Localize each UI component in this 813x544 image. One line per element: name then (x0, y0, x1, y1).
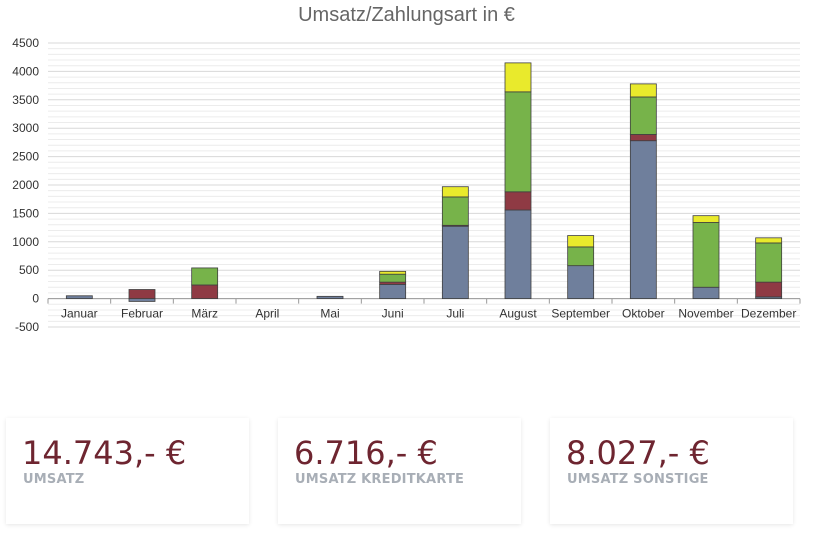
bar-segment (504, 209, 532, 300)
revenue-chart: Umsatz/Zahlungsart in € 4500 4000 3500 3000… (12, 4, 801, 334)
card-umsatz-kreditkarte: 6.716,- € UMSATZ KREDITKARTE (278, 418, 521, 524)
x-tick-label: Juni (382, 307, 404, 321)
bar-segment (504, 62, 532, 93)
y-tick-label: 3500 (12, 93, 39, 107)
x-tick-label: April (255, 307, 279, 321)
y-tick-label: 3000 (12, 121, 39, 135)
bar-segment (128, 298, 156, 302)
bar-segment (629, 83, 657, 98)
bar-segment (379, 273, 407, 283)
y-tick-label: 4500 (12, 36, 39, 50)
y-tick-label: 500 (19, 263, 39, 277)
bar-segment (441, 196, 469, 226)
x-tick-label: Oktober (622, 307, 665, 321)
x-tick-label: September (551, 307, 610, 321)
bar-segment (629, 96, 657, 135)
x-tick-label: November (678, 307, 733, 321)
bar-segment (692, 286, 720, 299)
y-tick-label: 0 (32, 292, 39, 306)
chart-title: Umsatz/Zahlungsart in € (298, 4, 515, 26)
bar-segment (692, 215, 720, 223)
x-tick-label: März (191, 307, 218, 321)
bar-segment (65, 295, 93, 300)
y-tick-label: 1000 (12, 235, 39, 249)
x-tick-label: Mai (320, 307, 339, 321)
x-tick-label: Januar (61, 307, 98, 321)
card-value: 8.027,- € (566, 434, 710, 472)
x-tick-label: Februar (121, 307, 163, 321)
bar-segment (567, 265, 595, 300)
bar-segment (567, 246, 595, 267)
bar-segment (441, 186, 469, 198)
x-tick-label: August (499, 307, 537, 321)
card-value: 14.743,- € (22, 434, 187, 472)
bar-segment (379, 270, 407, 275)
bar-segment (755, 242, 783, 283)
bar-segment (191, 284, 219, 299)
bar-segment (629, 140, 657, 300)
bar-segment (316, 295, 344, 300)
bar-segment (128, 289, 156, 299)
bar-segment (504, 191, 532, 211)
bar-segment (504, 91, 532, 193)
bar-segment (755, 237, 783, 244)
x-tick-label: Dezember (741, 307, 796, 321)
x-tick-label: Juli (446, 307, 464, 321)
y-tick-label: 4000 (12, 64, 39, 78)
bar-segment (692, 222, 720, 288)
y-tick-label: 2000 (12, 178, 39, 192)
bar-segment (755, 281, 783, 298)
bar-segment (629, 134, 657, 142)
y-tick-label: 1500 (12, 206, 39, 220)
card-value: 6.716,- € (294, 434, 438, 472)
bar-segment (441, 225, 469, 299)
card-label: UMSATZ KREDITKARTE (295, 472, 465, 487)
y-tick-label: -500 (15, 320, 39, 334)
bar-segment (191, 267, 219, 286)
bar-segment (379, 283, 407, 299)
card-label: UMSATZ SONSTIGE (567, 472, 709, 487)
card-umsatz: 14.743,- € UMSATZ (6, 418, 249, 524)
bar-segment (567, 235, 595, 248)
card-label: UMSATZ (23, 472, 85, 487)
y-tick-label: 2500 (12, 150, 39, 164)
chart-svg: 4500 4000 3500 3000 2500 2000 1500 1000 500 0 -500… (12, 36, 801, 334)
card-umsatz-sonstige: 8.027,- € UMSATZ SONSTIGE (550, 418, 793, 524)
